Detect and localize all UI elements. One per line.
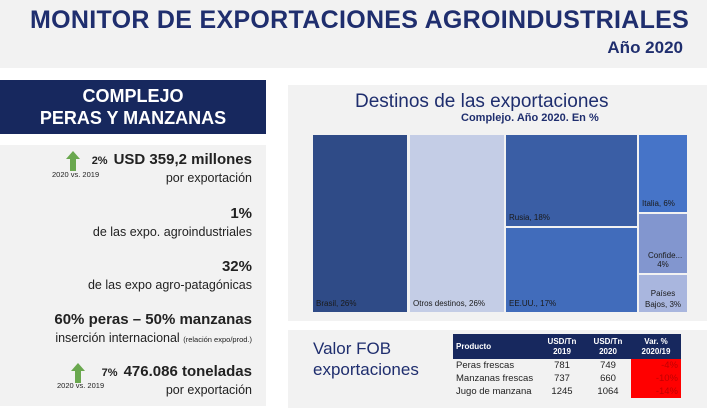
up-arrow-icon (66, 151, 80, 171)
cell: -10% (631, 372, 681, 385)
stat-value: 32% (221, 258, 252, 275)
treemap-cell-rusia: Rusia, 18% (506, 135, 637, 226)
col-header: Var. % 2020/19 (631, 334, 681, 359)
stat-value: USD 359,2 millones (113, 151, 252, 168)
cell: 749 (600, 360, 616, 371)
comparison-label: 2020 vs. 2019 (57, 381, 105, 390)
stat-patagonia-share: 32% de las expo agro-patagónicas (88, 258, 252, 292)
cell: Jugo de manzana (456, 386, 532, 397)
treemap-cell-otros: Otros destinos, 26% (410, 135, 504, 312)
table-header: Producto USD/Tn 2019 USD/Tn 2020 Var. % … (453, 334, 681, 359)
cell-label: Confide... 4% (648, 251, 683, 269)
col-header: USD/Tn 2019 (539, 334, 585, 359)
treemap-cell-confide: Confide... 4% (639, 214, 687, 273)
fob-title-line2: exportaciones (313, 360, 419, 379)
chart-title: Destinos de las exportaciones (355, 91, 609, 112)
table-row: Manzanas frescas 737 660 -10% (453, 372, 681, 385)
stat-agro-share: 1% de las expo. agroindustriales (93, 205, 252, 239)
treemap-cell-paises-bajos: Países Bajos, 3% (639, 275, 687, 312)
stat-desc: de las expo. agroindustriales (92, 225, 252, 239)
stat-value: 60% peras – 50% manzanas (54, 311, 252, 328)
change-pct: 7% (101, 367, 118, 379)
treemap-cell-italia: Italia, 6% (639, 135, 687, 212)
chart-subtitle: Complejo. Año 2020. En % (461, 112, 599, 124)
col-header: Producto (453, 334, 539, 359)
cell-label: Brasil, 26% (316, 299, 357, 308)
cell: 781 (554, 360, 570, 371)
cell: 737 (554, 373, 570, 384)
cell: Manzanas frescas (456, 373, 534, 384)
stat-export-value: 2% USD 359,2 millones por exportación (92, 151, 252, 185)
complex-title: COMPLEJO PERAS Y MANZANAS (0, 80, 266, 134)
stat-desc: por exportación (165, 383, 252, 397)
stat-desc: inserción internacional (55, 331, 180, 345)
cell-label: Rusia, 18% (509, 213, 550, 222)
table-row: Jugo de manzana 1245 1064 -14% (453, 385, 681, 398)
stat-value: 476.086 toneladas (123, 363, 252, 380)
complex-title-line1: COMPLEJO (82, 86, 184, 106)
treemap-cell-eeuu: EE.UU., 17% (506, 228, 637, 312)
stat-note: (relación expo/prod.) (183, 335, 252, 344)
stats-panel: 2020 vs. 2019 2% USD 359,2 millones por e… (0, 145, 266, 406)
cell: -4% (631, 359, 681, 372)
col-header: USD/Tn 2020 (585, 334, 631, 359)
cell-label: Países Bajos, 3% (644, 289, 682, 309)
table-row: Peras frescas 781 749 -4% (453, 359, 681, 372)
fob-title: Valor FOB exportaciones (313, 338, 419, 380)
complex-title-line2: PERAS Y MANZANAS (39, 108, 227, 128)
fob-table: Producto USD/Tn 2019 USD/Tn 2020 Var. % … (453, 334, 681, 398)
stat-desc: de las expo agro-patagónicas (87, 278, 252, 292)
stat-value: 1% (230, 205, 252, 222)
comparison-label: 2020 vs. 2019 (52, 170, 100, 179)
up-arrow-icon (71, 363, 85, 383)
page-title: MONITOR DE EXPORTACIONES AGROINDUSTRIALE… (30, 6, 690, 34)
stat-insertion: 60% peras – 50% manzanas inserción inter… (54, 311, 252, 345)
cell: -14% (631, 385, 681, 398)
cell-label: EE.UU., 17% (509, 299, 557, 308)
year-label: Año 2020 (607, 38, 683, 57)
cell-label: Italia, 6% (642, 199, 675, 208)
cell-label: Otros destinos, 26% (413, 299, 486, 308)
treemap-cell-brasil: Brasil, 26% (313, 135, 407, 312)
stat-tonnes: 7% 476.086 toneladas por exportación (102, 363, 252, 397)
cell: 1064 (597, 386, 619, 397)
change-pct: 2% (91, 155, 108, 167)
cell: 1245 (551, 386, 573, 397)
cell: 660 (600, 373, 616, 384)
fob-title-line1: Valor FOB (313, 339, 392, 358)
header-band: MONITOR DE EXPORTACIONES AGROINDUSTRIALE… (0, 0, 707, 68)
stat-desc: por exportación (165, 171, 252, 185)
cell: Peras frescas (456, 360, 515, 371)
